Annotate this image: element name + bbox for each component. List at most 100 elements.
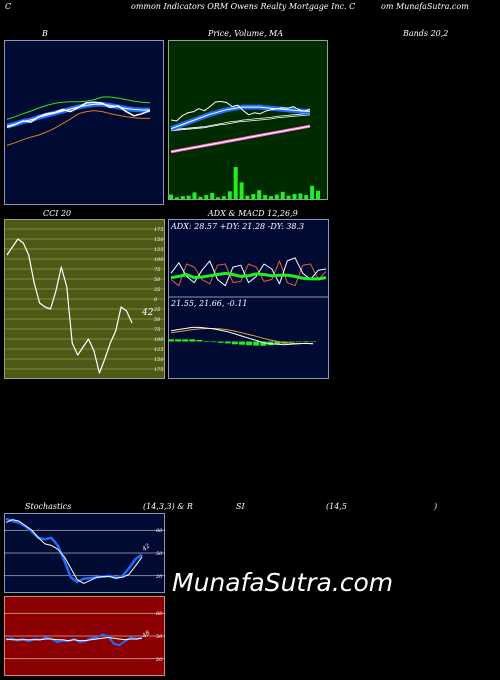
header-left: C [5, 2, 12, 11]
volume-bar [198, 196, 203, 199]
volume-bar [169, 194, 173, 199]
rsi-grid: 80 50 20 [4, 611, 165, 663]
adx-values: ADX: 28.57 +DY: 21.28 -DY: 38.3 [170, 222, 304, 231]
rsi-last-value: 48 [140, 629, 151, 640]
price-ma-title: Price, Volume, MA [208, 29, 284, 38]
bollinger-lower-band [6, 110, 150, 146]
stochastics-last-value: 42 [140, 542, 151, 553]
macd-line [170, 326, 314, 346]
macd-histogram-bar [260, 341, 267, 346]
volume-bar [227, 191, 232, 199]
macd-values: 21.55, 21.66, -0.11 [170, 299, 248, 308]
cci-tick-label: 50 [154, 277, 161, 283]
macd-histogram-bar [224, 341, 231, 344]
bollinger-series [6, 96, 151, 146]
volume-bar [233, 167, 238, 199]
rsi-chart: 80 50 20 48 [4, 596, 165, 676]
cci-tick-label: 0 [154, 297, 158, 303]
svg-rsi-tick-label: 50 [156, 634, 163, 640]
volume-bar [210, 192, 215, 199]
volume-bar [298, 193, 303, 199]
volume-bar [204, 195, 209, 199]
adx-line [170, 271, 327, 281]
ma-long-core [170, 125, 311, 153]
macd-histogram-bar [196, 340, 203, 342]
stoch-title: Stochastics [25, 502, 72, 511]
macd-histogram-bar [210, 341, 217, 343]
volume-bar [304, 195, 309, 199]
watermark: MunafaSutra.com [172, 568, 394, 597]
stochastics-chart: 80 50 20 42 [4, 513, 165, 593]
cci-tick-label: 125 [154, 347, 164, 353]
cci-line [6, 238, 133, 374]
macd-histogram-bar [288, 341, 295, 343]
cci-series [6, 238, 133, 374]
cci-tick-label: 25 [153, 307, 160, 313]
cci-tick-label: 50 [154, 317, 161, 323]
cci-tick-label: 150 [154, 237, 164, 243]
macd-signal-line [170, 328, 314, 345]
volume-bar [239, 182, 244, 199]
macd-histogram-bar [168, 339, 174, 342]
volume-bar [186, 195, 191, 199]
volume-bar [280, 191, 285, 199]
svg-rsi-rsi-line [5, 633, 143, 647]
stoch-params: (14,3,3) & R [143, 502, 193, 511]
cci-tick-label: 150 [154, 357, 164, 363]
volume-bar [316, 190, 320, 199]
svg-stoch-tick-label: 80 [156, 528, 163, 534]
adx-series [170, 257, 327, 287]
volume-bar [251, 194, 256, 199]
price-line [170, 101, 311, 122]
cci-tick-label: 125 [154, 247, 164, 253]
header-right: om MunafaSutra.com [381, 2, 469, 11]
rsi-series [5, 633, 143, 647]
cci-tick-label: 75 [154, 267, 160, 273]
stochastics-grid: 80 50 20 [4, 528, 165, 580]
cci-tick-label: 25 [153, 287, 160, 293]
svg-rsi-tick-label: 80 [156, 611, 163, 617]
cci-tick-label: 175 [154, 227, 164, 233]
rsi-close-paren: ) [434, 502, 438, 511]
volume-bars [169, 167, 320, 199]
rsi-params: (14,5 [326, 502, 347, 511]
bollinger-chart [4, 40, 164, 205]
ma-slow-line-1 [170, 112, 311, 131]
cci-tick-label: 175 [154, 367, 164, 373]
macd-histogram-bar [189, 339, 196, 342]
rsi-title: SI [236, 502, 245, 511]
adx-macd-chart: ADX: 28.57 +DY: 21.28 -DY: 38.3 21.55, 2… [168, 219, 329, 379]
header-title: ommon Indicators ORM Owens Realty Mortga… [131, 2, 356, 11]
macd-histogram-bar [203, 341, 210, 342]
macd-histogram-bar [274, 341, 281, 345]
price-ma-series [170, 101, 311, 154]
bollinger-upper-band [6, 96, 151, 120]
macd-histogram-bar [217, 341, 224, 343]
cci-title: CCI 20 [43, 209, 72, 218]
cci-tick-label: 100 [154, 337, 164, 343]
svg-stoch-tick-label: 50 [156, 551, 163, 557]
macd-histogram-bar [253, 341, 260, 346]
macd-series [168, 326, 316, 346]
volume-bar [174, 197, 179, 199]
cci-grid: 175 150 125 100 75 50 25 0 25 50 75 100 125 150 175 [4, 227, 165, 373]
minus-di-line [170, 260, 327, 287]
stochastics-series [5, 517, 143, 584]
volume-bar [180, 196, 185, 199]
svg-rsi-rsi_smooth-line [5, 637, 143, 642]
bollinger-title: B [42, 29, 48, 38]
volume-bar [269, 196, 273, 199]
price-ma-chart [168, 40, 328, 200]
cci-last-value: 42 [141, 308, 154, 318]
volume-bar [257, 190, 262, 199]
volume-bar [263, 195, 268, 199]
bands-title: Bands 20,2 [403, 29, 449, 38]
volume-bar [216, 197, 220, 199]
volume-bar [292, 194, 297, 199]
volume-bar [245, 195, 250, 199]
macd-histogram-bar [310, 341, 316, 343]
macd-histogram-bar [231, 341, 238, 345]
svg-stoch-tick-label: 20 [155, 574, 163, 580]
macd-histogram-bar [295, 341, 302, 343]
volume-bar [274, 194, 279, 199]
